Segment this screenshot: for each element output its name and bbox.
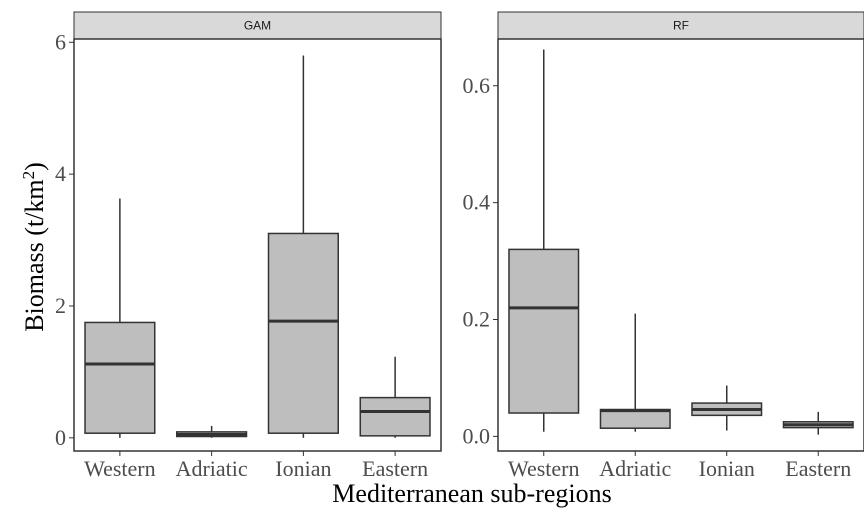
iqr-box [359,396,431,437]
box-gam-eastern [359,356,431,438]
iqr-box [599,408,671,429]
y-axis-title: Biomass (t/km2) [19,162,49,332]
x-axis-title: Mediterranean sub-regions [332,479,611,508]
box-rf-eastern [782,411,854,435]
x-tick-label-gam-eastern: Eastern [362,456,428,481]
box-rf-ionian [691,385,763,431]
strip-label-gam: GAM [244,19,271,33]
strip-rf [497,11,864,40]
panel-rf: RF 0.0 0.2 0.4 0.6 Western Adriatic Ionian Easte… [463,11,864,481]
x-tick-label-rf-eastern: Eastern [785,456,851,481]
strip-label-rf: RF [673,19,689,33]
panels: GAM 0 2 4 6 Western Adriatic Ionian Eastern RF 0.0… [55,11,864,481]
box-gam-western [84,198,156,438]
iqr-box [84,321,156,434]
y-tick-label-rf: 0.4 [463,190,491,215]
panel-border-rf [497,38,864,452]
x-tick-label-gam-adriatic: Adriatic [176,456,248,481]
x-tick-label-rf-ionian: Ionian [699,456,755,481]
y-tick-label-rf: 0.2 [463,307,491,332]
y-tick-label-rf: 0.0 [463,423,491,448]
box-gam-ionian [267,55,339,438]
y-tick-label-rf: 0.6 [463,73,491,98]
x-tick-label-rf-western: Western [508,456,580,481]
iqr-box [267,232,339,434]
iqr-box [508,248,580,414]
y-tick-label-gam: 4 [55,161,66,186]
box-rf-western [508,49,580,432]
box-rf-adriatic [599,313,671,432]
y-tick-label-gam: 6 [55,29,66,54]
panel-gam: GAM 0 2 4 6 Western Adriatic Ionian Eastern [55,11,442,481]
panel-border-gam [73,38,442,452]
x-tick-label-gam-western: Western [84,456,156,481]
x-tick-label-rf-adriatic: Adriatic [599,456,671,481]
strip-gam [73,11,442,40]
box-gam-adriatic [176,425,248,438]
x-tick-label-gam-ionian: Ionian [275,456,331,481]
y-tick-label-gam: 0 [55,425,66,450]
y-tick-label-gam: 2 [55,293,66,318]
